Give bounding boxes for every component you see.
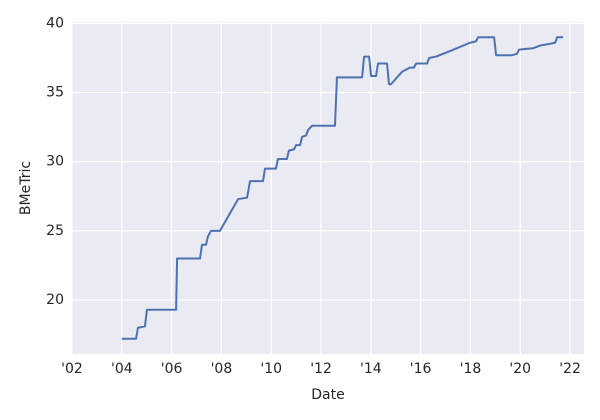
x-tick-label: '02 [61,361,83,377]
y-tick-label: 35 [46,85,64,101]
x-tick-label: '18 [460,361,482,377]
y-axis-label: BMeTric [18,161,34,215]
y-tick-label: 25 [46,223,64,239]
x-tick-label: '14 [360,361,382,377]
x-tick-label: '16 [410,361,432,377]
x-tick-label: '20 [509,361,531,377]
x-tick-label: '08 [211,361,233,377]
x-tick-label: '22 [559,361,581,377]
y-tick-label: 20 [46,292,64,308]
x-axis-label: Date [311,387,344,403]
plot-area [72,22,584,354]
x-tick-label: '04 [111,361,133,377]
data-line [121,36,564,340]
y-tick-label: 40 [46,15,64,31]
x-tick-label: '10 [260,361,282,377]
x-tick-label: '06 [161,361,183,377]
y-tick-label: 30 [46,154,64,170]
x-tick-label: '12 [310,361,332,377]
